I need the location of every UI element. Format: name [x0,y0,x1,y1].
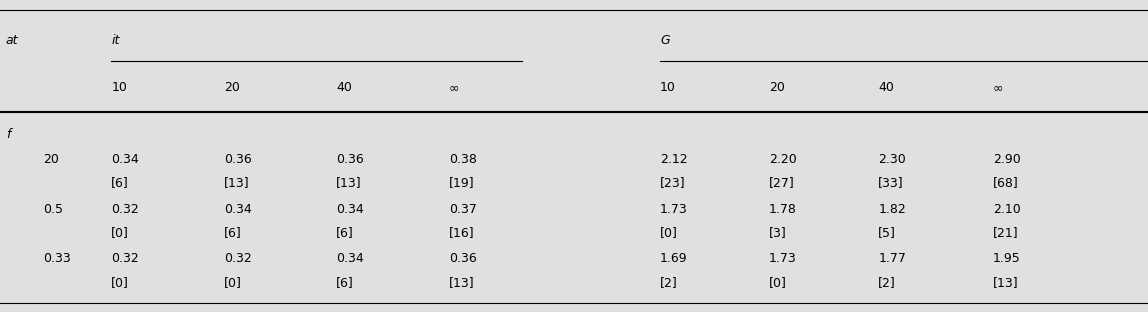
Text: [0]: [0] [769,276,788,289]
Text: [0]: [0] [111,226,130,239]
Text: [6]: [6] [111,176,129,189]
Text: 20: 20 [44,153,60,166]
Text: [6]: [6] [336,276,354,289]
Text: [13]: [13] [336,176,362,189]
Text: [19]: [19] [449,176,474,189]
Text: f: f [6,128,10,141]
Text: ∞: ∞ [993,81,1003,94]
Text: 10: 10 [660,81,676,94]
Text: [13]: [13] [449,276,474,289]
Text: 0.36: 0.36 [449,252,476,266]
Text: 40: 40 [336,81,352,94]
Text: 1.78: 1.78 [769,202,797,216]
Text: 1.95: 1.95 [993,252,1021,266]
Text: 2.12: 2.12 [660,153,688,166]
Text: [2]: [2] [878,276,895,289]
Text: 0.34: 0.34 [336,252,364,266]
Text: [13]: [13] [993,276,1018,289]
Text: 2.10: 2.10 [993,202,1021,216]
Text: 1.73: 1.73 [769,252,797,266]
Text: 1.69: 1.69 [660,252,688,266]
Text: [33]: [33] [878,176,903,189]
Text: 0.32: 0.32 [111,252,139,266]
Text: 2.30: 2.30 [878,153,906,166]
Text: 0.37: 0.37 [449,202,476,216]
Text: 0.5: 0.5 [44,202,63,216]
Text: 0.34: 0.34 [336,202,364,216]
Text: 0.38: 0.38 [449,153,476,166]
Text: 20: 20 [224,81,240,94]
Text: 0.36: 0.36 [224,153,251,166]
Text: G: G [660,34,669,47]
Text: 0.36: 0.36 [336,153,364,166]
Text: 0.32: 0.32 [111,202,139,216]
Text: [13]: [13] [224,176,249,189]
Text: [6]: [6] [224,226,241,239]
Text: 1.77: 1.77 [878,252,906,266]
Text: at: at [6,34,18,47]
Text: 2.90: 2.90 [993,153,1021,166]
Text: [6]: [6] [336,226,354,239]
Text: [0]: [0] [224,276,242,289]
Text: 0.34: 0.34 [224,202,251,216]
Text: [21]: [21] [993,226,1018,239]
Text: 20: 20 [769,81,785,94]
Text: 2.20: 2.20 [769,153,797,166]
Text: 0.34: 0.34 [111,153,139,166]
Text: [16]: [16] [449,226,474,239]
Text: 10: 10 [111,81,127,94]
Text: 1.73: 1.73 [660,202,688,216]
Text: ∞: ∞ [449,81,459,94]
Text: [27]: [27] [769,176,794,189]
Text: [68]: [68] [993,176,1018,189]
Text: 0.33: 0.33 [44,252,71,266]
Text: 0.32: 0.32 [224,252,251,266]
Text: [3]: [3] [769,226,786,239]
Text: [23]: [23] [660,176,685,189]
Text: [0]: [0] [111,276,130,289]
Text: [0]: [0] [660,226,678,239]
Text: it: it [111,34,119,47]
Text: [2]: [2] [660,276,677,289]
Text: 40: 40 [878,81,894,94]
Text: 1.82: 1.82 [878,202,906,216]
Text: [5]: [5] [878,226,897,239]
